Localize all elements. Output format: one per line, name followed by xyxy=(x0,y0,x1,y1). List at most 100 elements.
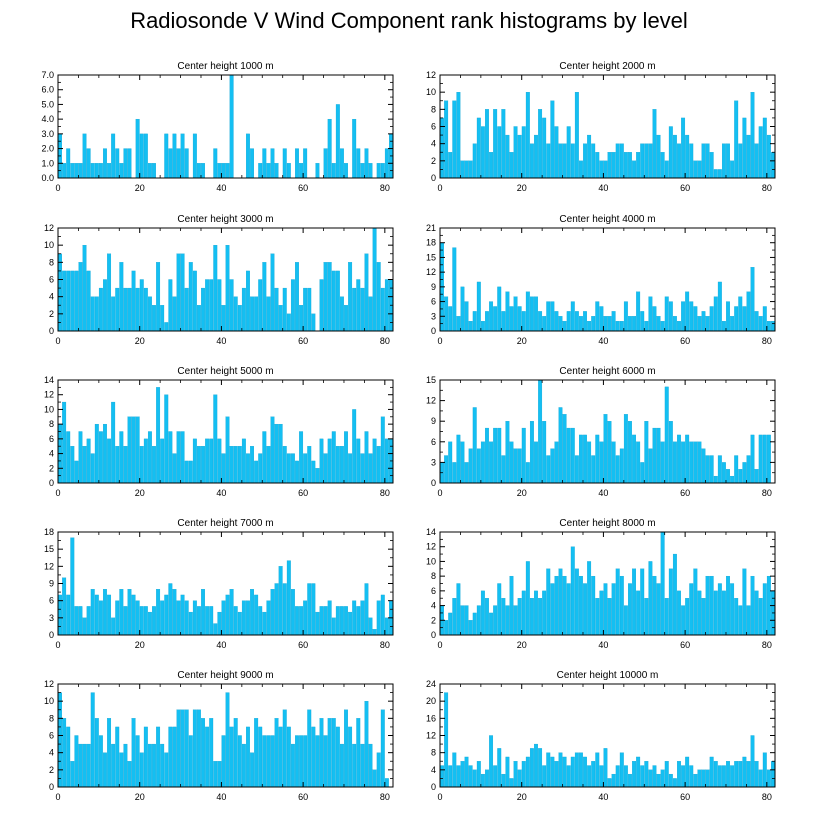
histogram-bar xyxy=(554,761,559,788)
histogram-bar xyxy=(672,316,677,332)
histogram-bar xyxy=(746,761,751,788)
histogram-bar xyxy=(303,735,308,788)
histogram-bar xyxy=(127,589,132,636)
histogram-bar xyxy=(460,605,465,636)
histogram-bar xyxy=(754,311,759,332)
histogram-bar xyxy=(274,423,279,484)
histogram-bar xyxy=(201,718,205,788)
histogram-bar xyxy=(664,160,669,179)
histogram-bar xyxy=(697,441,702,484)
histogram-bar xyxy=(611,583,616,636)
histogram-bar xyxy=(66,270,71,332)
histogram-bar xyxy=(74,735,79,788)
histogram-bar xyxy=(258,163,263,179)
histogram-bar xyxy=(652,306,657,332)
histogram-bar xyxy=(221,305,226,332)
histogram-bar xyxy=(464,301,469,332)
y-tick-label: 15 xyxy=(426,375,436,385)
histogram-bar xyxy=(476,761,481,788)
histogram-bar xyxy=(139,606,144,636)
histogram-bar xyxy=(335,270,340,332)
x-tick-label: 0 xyxy=(55,640,60,650)
histogram-bar xyxy=(652,427,657,484)
histogram-bar xyxy=(103,589,107,636)
x-tick-label: 40 xyxy=(216,488,226,498)
histogram-bar xyxy=(278,423,283,484)
histogram-bar xyxy=(538,748,543,788)
histogram-panel: Center height 4000 m 0 20 40 60 80 0 3 6 9 12 15 18 2… xyxy=(426,214,776,346)
histogram-bar xyxy=(201,287,205,332)
histogram-bar xyxy=(709,455,714,484)
histogram-bar xyxy=(697,160,702,179)
histogram-bar xyxy=(693,306,698,332)
histogram-bar xyxy=(546,752,551,788)
histogram-bar xyxy=(513,605,518,636)
histogram-bar xyxy=(501,773,506,788)
histogram-bar xyxy=(693,160,698,179)
histogram-bar xyxy=(542,421,547,484)
histogram-bar xyxy=(172,589,177,636)
histogram-bar xyxy=(440,765,444,788)
histogram-bar xyxy=(689,765,694,788)
histogram-bar xyxy=(364,431,369,484)
histogram-bar xyxy=(188,735,193,788)
histogram-bar xyxy=(384,279,389,332)
histogram-bar xyxy=(250,446,254,484)
histogram-bar xyxy=(562,414,567,484)
histogram-bar xyxy=(286,313,291,332)
histogram-bar xyxy=(574,311,579,332)
y-tick-label: 2 xyxy=(431,156,436,166)
histogram-bar xyxy=(348,611,353,636)
histogram-bar xyxy=(705,769,710,788)
histogram-bar xyxy=(139,446,144,484)
histogram-bar xyxy=(595,434,600,484)
y-tick-label: 0 xyxy=(431,173,436,183)
histogram-bar xyxy=(513,448,518,484)
histogram-bar xyxy=(147,431,152,484)
histogram-bar xyxy=(750,92,755,179)
histogram-bar xyxy=(758,316,763,332)
histogram-bar xyxy=(295,148,299,179)
histogram-bar xyxy=(476,448,481,484)
histogram-bar xyxy=(152,305,156,332)
histogram-bar xyxy=(550,301,555,332)
histogram-bar xyxy=(111,296,116,332)
histogram-bar xyxy=(266,735,271,788)
panel-title: Center height 6000 m xyxy=(559,366,655,377)
histogram-bar xyxy=(721,765,726,788)
histogram-bar xyxy=(579,752,583,788)
histogram-bar xyxy=(237,611,242,636)
histogram-bar xyxy=(258,279,263,332)
histogram-bar xyxy=(489,441,494,484)
histogram-bar xyxy=(738,605,743,636)
x-tick-label: 60 xyxy=(298,183,308,193)
histogram-bar xyxy=(299,735,304,788)
histogram-bar xyxy=(648,296,653,332)
histogram-bar xyxy=(147,611,152,636)
histogram-bar xyxy=(566,765,571,788)
histogram-bar xyxy=(701,143,706,179)
histogram-bar xyxy=(184,148,189,179)
histogram-bar xyxy=(668,773,673,788)
histogram-bar xyxy=(250,752,254,788)
histogram-bar xyxy=(250,296,254,332)
histogram-bar xyxy=(534,296,538,332)
histogram-bar xyxy=(672,553,677,636)
histogram-bar xyxy=(701,769,706,788)
y-tick-label: 2.0 xyxy=(41,144,54,154)
histogram-bar xyxy=(295,262,299,332)
histogram-bar xyxy=(485,427,489,484)
histogram-bar xyxy=(258,606,263,636)
histogram-bar xyxy=(570,427,575,484)
histogram-bar xyxy=(619,448,624,484)
y-tick-label: 0 xyxy=(431,478,436,488)
histogram-bar xyxy=(738,761,743,788)
histogram-bar xyxy=(160,743,165,788)
histogram-bar xyxy=(623,152,628,179)
histogram-bar xyxy=(668,126,673,179)
histogram-bar xyxy=(327,718,332,788)
histogram-bar xyxy=(750,434,755,484)
histogram-bar xyxy=(229,279,234,332)
histogram-bar xyxy=(529,143,534,179)
y-tick-label: 8 xyxy=(49,419,54,429)
